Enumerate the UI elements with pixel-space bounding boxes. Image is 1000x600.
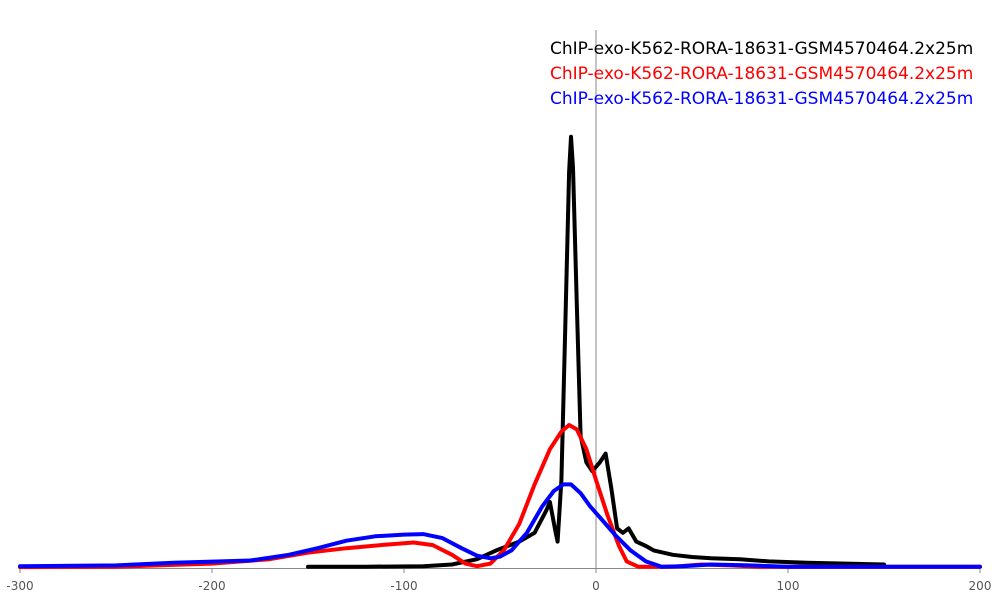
legend-entry-3: ChIP-exo-K562-RORA-18631-GSM4570464.2x25… (550, 89, 973, 109)
x-axis: -300 -200 -100 0 100 200 (6, 30, 991, 593)
x-tick-label: 100 (777, 579, 800, 593)
x-tick-label: -200 (198, 579, 225, 593)
x-tick-label: -300 (6, 579, 33, 593)
x-tick-label: 200 (969, 579, 992, 593)
x-tick-label: -100 (390, 579, 417, 593)
legend-entry-1: ChIP-exo-K562-RORA-18631-GSM4570464.2x25… (550, 39, 973, 59)
series-group (18, 134, 982, 570)
x-tick-label: 0 (592, 579, 600, 593)
legend: ChIP-exo-K562-RORA-18631-GSM4570464.2x25… (550, 39, 973, 109)
series-line-3 (18, 482, 982, 569)
legend-entry-2: ChIP-exo-K562-RORA-18631-GSM4570464.2x25… (550, 64, 973, 84)
series-line-2 (18, 423, 982, 570)
